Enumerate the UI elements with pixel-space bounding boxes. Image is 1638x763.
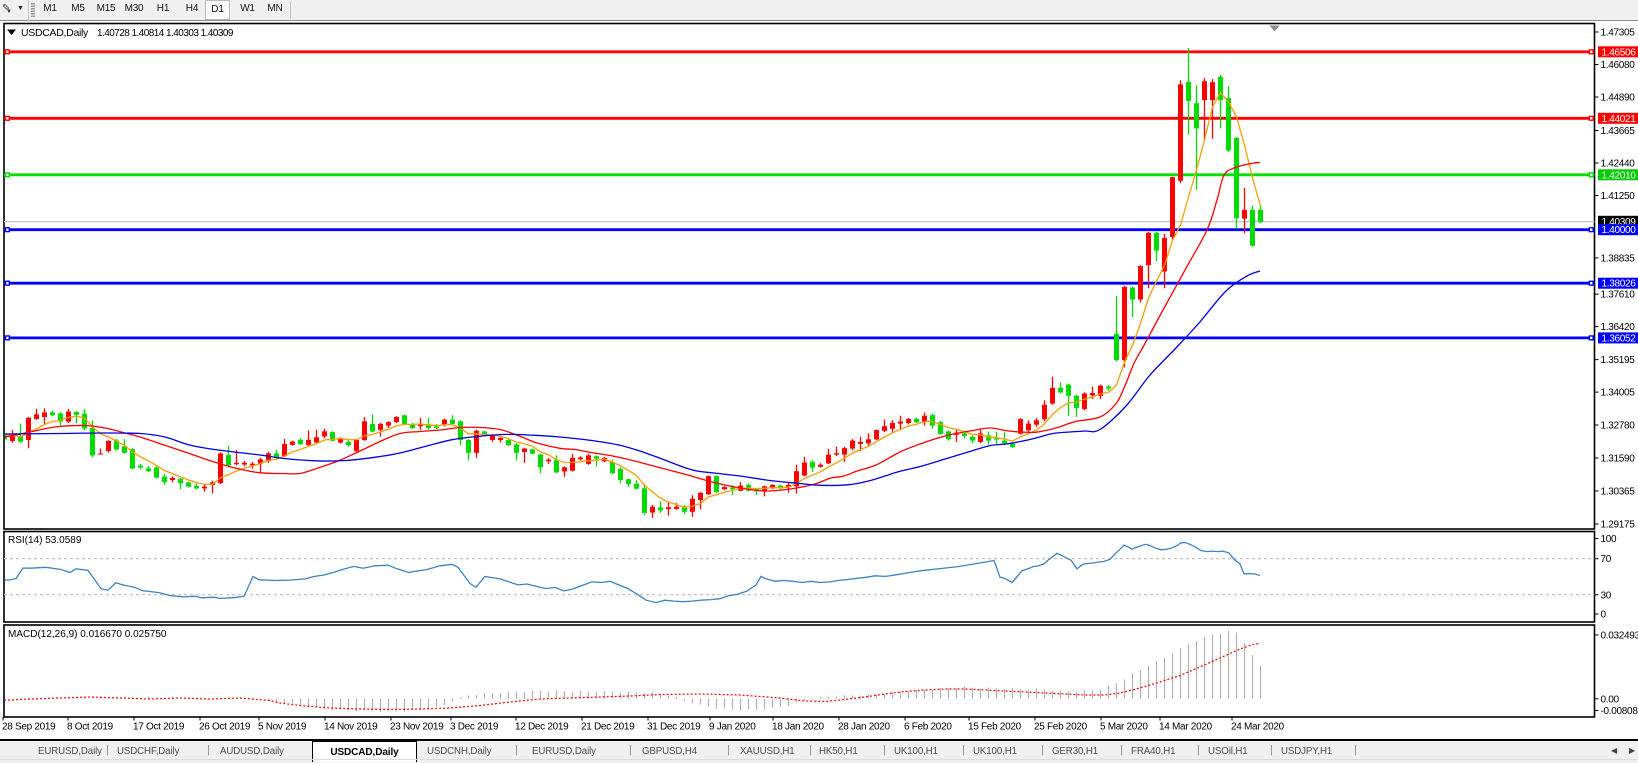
- svg-text:24 Mar 2020: 24 Mar 2020: [1231, 722, 1285, 733]
- svg-text:1.46506: 1.46506: [1602, 47, 1637, 58]
- svg-text:1.42010: 1.42010: [1602, 170, 1637, 181]
- svg-text:1.41250: 1.41250: [1601, 191, 1636, 202]
- svg-text:USDCAD,Daily: USDCAD,Daily: [21, 27, 89, 39]
- svg-text:25 Feb 2020: 25 Feb 2020: [1034, 722, 1088, 733]
- svg-text:31 Dec 2019: 31 Dec 2019: [647, 722, 701, 733]
- svg-text:1.36420: 1.36420: [1601, 322, 1636, 333]
- svg-text:0.032493: 0.032493: [1601, 631, 1638, 642]
- svg-text:1.37610: 1.37610: [1601, 290, 1636, 301]
- svg-text:14 Nov 2019: 14 Nov 2019: [324, 722, 378, 733]
- svg-text:1.38026: 1.38026: [1602, 279, 1637, 290]
- svg-text:15 Feb 2020: 15 Feb 2020: [968, 722, 1022, 733]
- svg-text:23 Nov 2019: 23 Nov 2019: [390, 722, 444, 733]
- svg-text:1.34005: 1.34005: [1601, 388, 1636, 399]
- svg-text:17 Oct 2019: 17 Oct 2019: [133, 722, 185, 733]
- svg-text:28 Sep 2019: 28 Sep 2019: [2, 722, 56, 733]
- svg-text:1.40728 1.40814 1.40303 1.4030: 1.40728 1.40814 1.40303 1.40309: [97, 28, 234, 39]
- svg-text:5 Nov 2019: 5 Nov 2019: [258, 722, 307, 733]
- svg-text:1.29175: 1.29175: [1601, 520, 1636, 531]
- svg-text:-0.008088: -0.008088: [1601, 706, 1638, 717]
- svg-text:1.30365: 1.30365: [1601, 487, 1636, 498]
- svg-text:MACD(12,26,9) 0.016670 0.02575: MACD(12,26,9) 0.016670 0.025750: [8, 629, 167, 640]
- svg-text:1.44890: 1.44890: [1601, 93, 1636, 104]
- svg-text:14 Mar 2020: 14 Mar 2020: [1159, 722, 1213, 733]
- svg-text:0.00: 0.00: [1601, 694, 1620, 705]
- svg-text:12 Dec 2019: 12 Dec 2019: [515, 722, 569, 733]
- svg-text:30: 30: [1601, 590, 1612, 601]
- svg-text:1.44021: 1.44021: [1602, 114, 1637, 125]
- svg-text:1.38835: 1.38835: [1601, 253, 1636, 264]
- svg-text:100: 100: [1601, 534, 1618, 545]
- svg-text:5 Mar 2020: 5 Mar 2020: [1100, 722, 1148, 733]
- svg-text:3 Dec 2019: 3 Dec 2019: [450, 722, 499, 733]
- svg-text:26 Oct 2019: 26 Oct 2019: [199, 722, 251, 733]
- svg-text:9 Jan 2020: 9 Jan 2020: [709, 722, 756, 733]
- svg-text:1.42440: 1.42440: [1601, 159, 1636, 170]
- svg-text:21 Dec 2019: 21 Dec 2019: [581, 722, 635, 733]
- svg-text:0: 0: [1601, 610, 1607, 621]
- svg-text:6 Feb 2020: 6 Feb 2020: [904, 722, 952, 733]
- svg-text:RSI(14) 53.0589: RSI(14) 53.0589: [8, 535, 82, 546]
- svg-text:28 Jan 2020: 28 Jan 2020: [838, 722, 890, 733]
- svg-text:1.43665: 1.43665: [1601, 126, 1636, 137]
- svg-text:18 Jan 2020: 18 Jan 2020: [772, 722, 824, 733]
- svg-text:1.32780: 1.32780: [1601, 421, 1636, 432]
- svg-text:1.40000: 1.40000: [1602, 225, 1637, 236]
- svg-text:1.36052: 1.36052: [1602, 333, 1637, 344]
- svg-text:1.40309: 1.40309: [1602, 217, 1637, 228]
- svg-text:1.47305: 1.47305: [1601, 28, 1636, 39]
- svg-text:1.35195: 1.35195: [1601, 355, 1636, 366]
- svg-text:1.31590: 1.31590: [1601, 454, 1636, 465]
- svg-text:1.46080: 1.46080: [1601, 60, 1636, 71]
- svg-text:8 Oct 2019: 8 Oct 2019: [67, 722, 114, 733]
- svg-text:70: 70: [1601, 554, 1612, 565]
